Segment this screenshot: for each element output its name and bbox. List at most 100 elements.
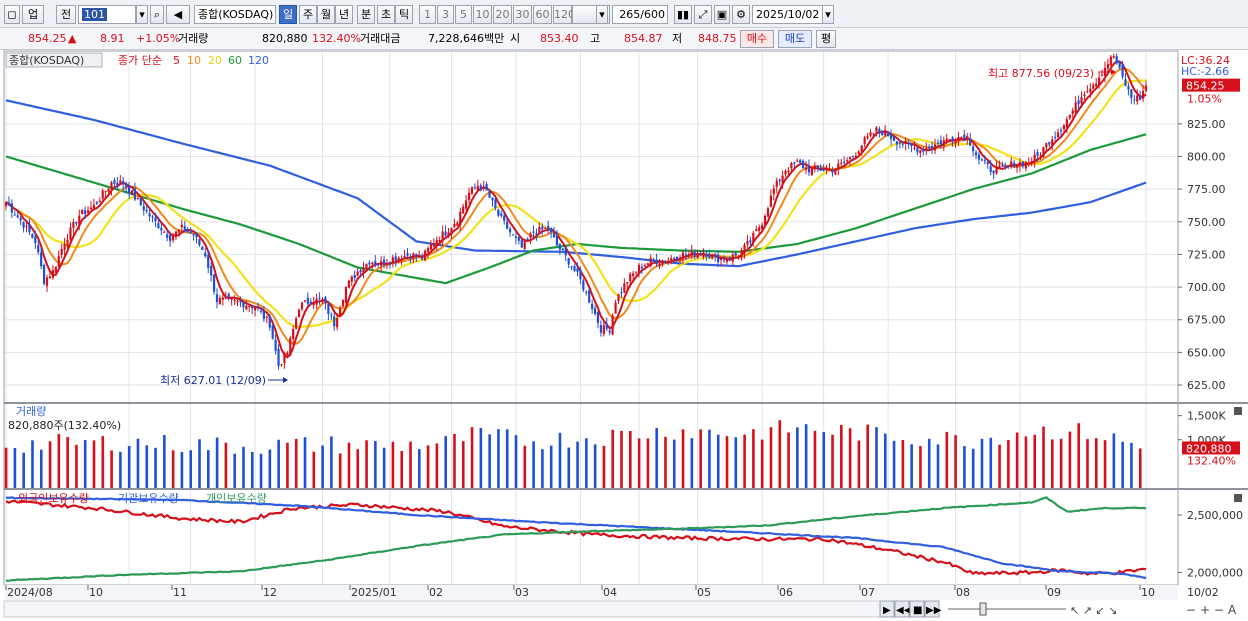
volume-bar-291 [857, 440, 861, 488]
candle-320 [942, 136, 945, 152]
volume-bar-258 [760, 439, 764, 488]
candle-2 [10, 199, 13, 219]
candle-139 [412, 252, 415, 264]
candle-349 [1027, 157, 1030, 167]
candle-265 [781, 170, 784, 189]
candle-294 [866, 132, 869, 140]
interval-button-3[interactable]: 3 [437, 5, 454, 24]
interval-button-20[interactable]: 20 [493, 5, 512, 24]
candle-241 [711, 253, 714, 260]
change-value: 8.91 [100, 32, 125, 45]
count-field[interactable]: 265/600 [612, 5, 668, 24]
candle-371 [1092, 82, 1095, 90]
interval-button-120[interactable]: 120 [553, 5, 575, 24]
sell-button[interactable]: 매도 [778, 30, 812, 48]
buy-button[interactable]: 매수 [740, 30, 774, 48]
zoom-minus-icon[interactable]: − [1186, 603, 1196, 617]
period-button-4[interactable]: 분 [357, 5, 375, 24]
interval-button-30[interactable]: 30 [513, 5, 532, 24]
period-button-5[interactable]: 초 [377, 5, 395, 24]
search-icon[interactable]: ⌕ [150, 5, 164, 24]
price-tick-label-0: 625.00 [1187, 379, 1226, 392]
candle-118 [350, 275, 353, 287]
volume-pane-close-icon[interactable] [1234, 407, 1242, 415]
candle-65 [195, 231, 198, 244]
date-input[interactable]: 2025/10/02 [752, 5, 834, 24]
auto-scale-icon[interactable]: A [1228, 603, 1237, 617]
candle-49 [148, 207, 151, 222]
volume-bar-132 [391, 441, 395, 488]
zoom-minus-2-icon[interactable]: − [1214, 603, 1224, 617]
index-name-field[interactable]: 종합(KOSDAQ) [194, 5, 276, 24]
candle-69 [207, 249, 210, 274]
candle-8 [28, 218, 31, 235]
period-button-2[interactable]: 월 [317, 5, 335, 24]
volume-bar-282 [831, 434, 834, 488]
candle-144 [426, 246, 430, 259]
candle-82 [245, 300, 248, 311]
holdings-pane-close-icon[interactable] [1234, 494, 1242, 502]
interval-button-1[interactable]: 1 [419, 5, 436, 24]
interval-dropdown-icon[interactable]: ▾ [596, 5, 608, 24]
volume-bar-156 [461, 441, 465, 488]
candle-4 [16, 211, 19, 219]
candle-232 [684, 248, 687, 261]
candle-53 [160, 223, 163, 236]
price-pane-title: 종합(KOSDAQ) [9, 54, 84, 67]
interval-button-5[interactable]: 5 [455, 5, 472, 24]
zoom-slider-handle[interactable] [979, 602, 987, 616]
candle-354 [1042, 146, 1045, 158]
candle-385 [1133, 95, 1136, 105]
candle-81 [242, 301, 245, 313]
code-dropdown-icon[interactable]: ▾ [136, 5, 148, 24]
scroll-track[interactable] [3, 600, 881, 618]
stop-button[interactable] [909, 600, 925, 618]
eval-button[interactable]: 평 [816, 30, 836, 48]
period-button-6[interactable]: 틱 [395, 5, 413, 24]
zoom-plus-icon[interactable]: + [1200, 603, 1210, 617]
candle-182 [538, 222, 541, 235]
zoom-arrows-icon[interactable]: ↖ ↗ ↙ ↘ [1070, 604, 1117, 617]
candle-95 [283, 351, 286, 369]
scroll-right-button[interactable] [879, 600, 895, 618]
code-input[interactable]: 101 [78, 5, 136, 24]
volume-bar-306 [901, 439, 905, 488]
indicator-icon[interactable]: ⤢ [694, 5, 712, 24]
candle-type-icon[interactable]: ▮▮ [674, 5, 692, 24]
volume-bar-369 [1086, 439, 1089, 488]
period-button-3[interactable]: 년 [335, 5, 353, 24]
candle-30 [92, 198, 96, 211]
date-dropdown-icon[interactable]: ▾ [822, 5, 834, 24]
candle-382 [1124, 73, 1127, 87]
forward-button[interactable] [924, 600, 940, 618]
candle-46 [139, 197, 142, 207]
volume-bar-297 [875, 427, 878, 488]
candle-174 [514, 230, 518, 245]
rewind-button[interactable] [894, 600, 910, 618]
candle-362 [1065, 116, 1068, 134]
candle-309 [910, 142, 913, 153]
gear-icon[interactable]: ⚙ [732, 5, 750, 24]
candle-357 [1051, 136, 1054, 151]
chart-canvas[interactable]: 625.00 650.00 675.00 700.00 725.00 750.00 775.… [0, 50, 1248, 621]
candle-109 [324, 295, 327, 310]
interval-button-10[interactable]: 10 [473, 5, 492, 24]
sound-icon[interactable]: ◀ [166, 5, 190, 24]
candle-324 [954, 138, 957, 148]
period-button-1[interactable]: 주 [299, 5, 317, 24]
volume-bar-249 [734, 437, 738, 488]
volume-bar-120 [356, 449, 360, 488]
save-icon[interactable]: ▣ [714, 5, 730, 24]
market-select[interactable]: 업 [22, 5, 44, 24]
candle-171 [506, 217, 509, 230]
candle-155 [459, 207, 462, 231]
window-menu-icon[interactable]: ◻ [4, 5, 20, 24]
volume-bar-330 [971, 448, 975, 488]
volume-bar-144 [426, 445, 430, 488]
volume-bar-339 [998, 444, 1001, 488]
candle-340 [1001, 161, 1004, 168]
prev-button[interactable]: 전 [56, 5, 76, 24]
period-button-0[interactable]: 일 [279, 5, 297, 24]
interval-button-60[interactable]: 60 [533, 5, 552, 24]
volume-bar-126 [374, 441, 377, 488]
